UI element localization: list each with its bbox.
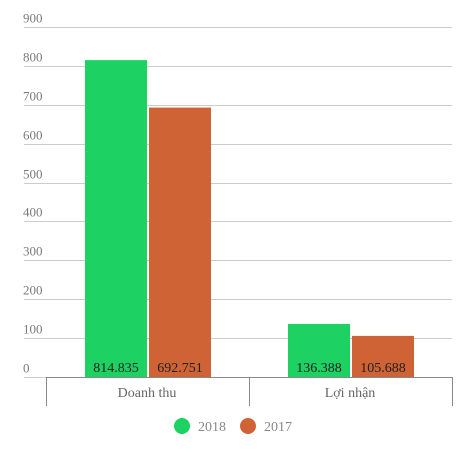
y-tick-label: 500 bbox=[23, 167, 43, 182]
bars bbox=[85, 60, 414, 377]
data-label: 814.835 bbox=[93, 361, 139, 376]
y-tick-label: 900 bbox=[23, 11, 43, 26]
y-tick-label: 600 bbox=[23, 128, 43, 143]
y-tick-label: 100 bbox=[23, 322, 43, 337]
x-category-label: Lợi nhận bbox=[325, 386, 376, 401]
legend-marker-2017 bbox=[240, 418, 256, 434]
y-tick-label: 400 bbox=[23, 205, 43, 220]
y-tick-label: 200 bbox=[23, 283, 43, 298]
data-label: 692.751 bbox=[157, 361, 203, 376]
data-label: 105.688 bbox=[360, 361, 406, 376]
legend: 2018 2017 bbox=[174, 418, 292, 435]
y-tick-label: 700 bbox=[23, 89, 43, 104]
y-tick-label: 800 bbox=[23, 50, 43, 65]
x-axis: Doanh thu Lợi nhận bbox=[46, 377, 453, 406]
bar-2018 bbox=[288, 323, 350, 377]
bar-2017 bbox=[149, 107, 211, 377]
y-tick-label: 300 bbox=[23, 244, 43, 259]
data-label: 136.388 bbox=[296, 361, 342, 376]
legend-label-2017: 2017 bbox=[264, 420, 292, 435]
bar-2018 bbox=[85, 60, 147, 377]
y-axis-tick-labels: 0 100 200 300 400 500 600 700 800 900 bbox=[23, 11, 43, 376]
x-category-label: Doanh thu bbox=[118, 386, 177, 401]
y-tick-label: 0 bbox=[23, 361, 30, 376]
legend-label-2018: 2018 bbox=[198, 420, 226, 435]
legend-marker-2018 bbox=[174, 418, 190, 434]
data-labels: 814.835 692.751 136.388 105.688 bbox=[93, 361, 406, 376]
bar-2017 bbox=[352, 335, 414, 377]
